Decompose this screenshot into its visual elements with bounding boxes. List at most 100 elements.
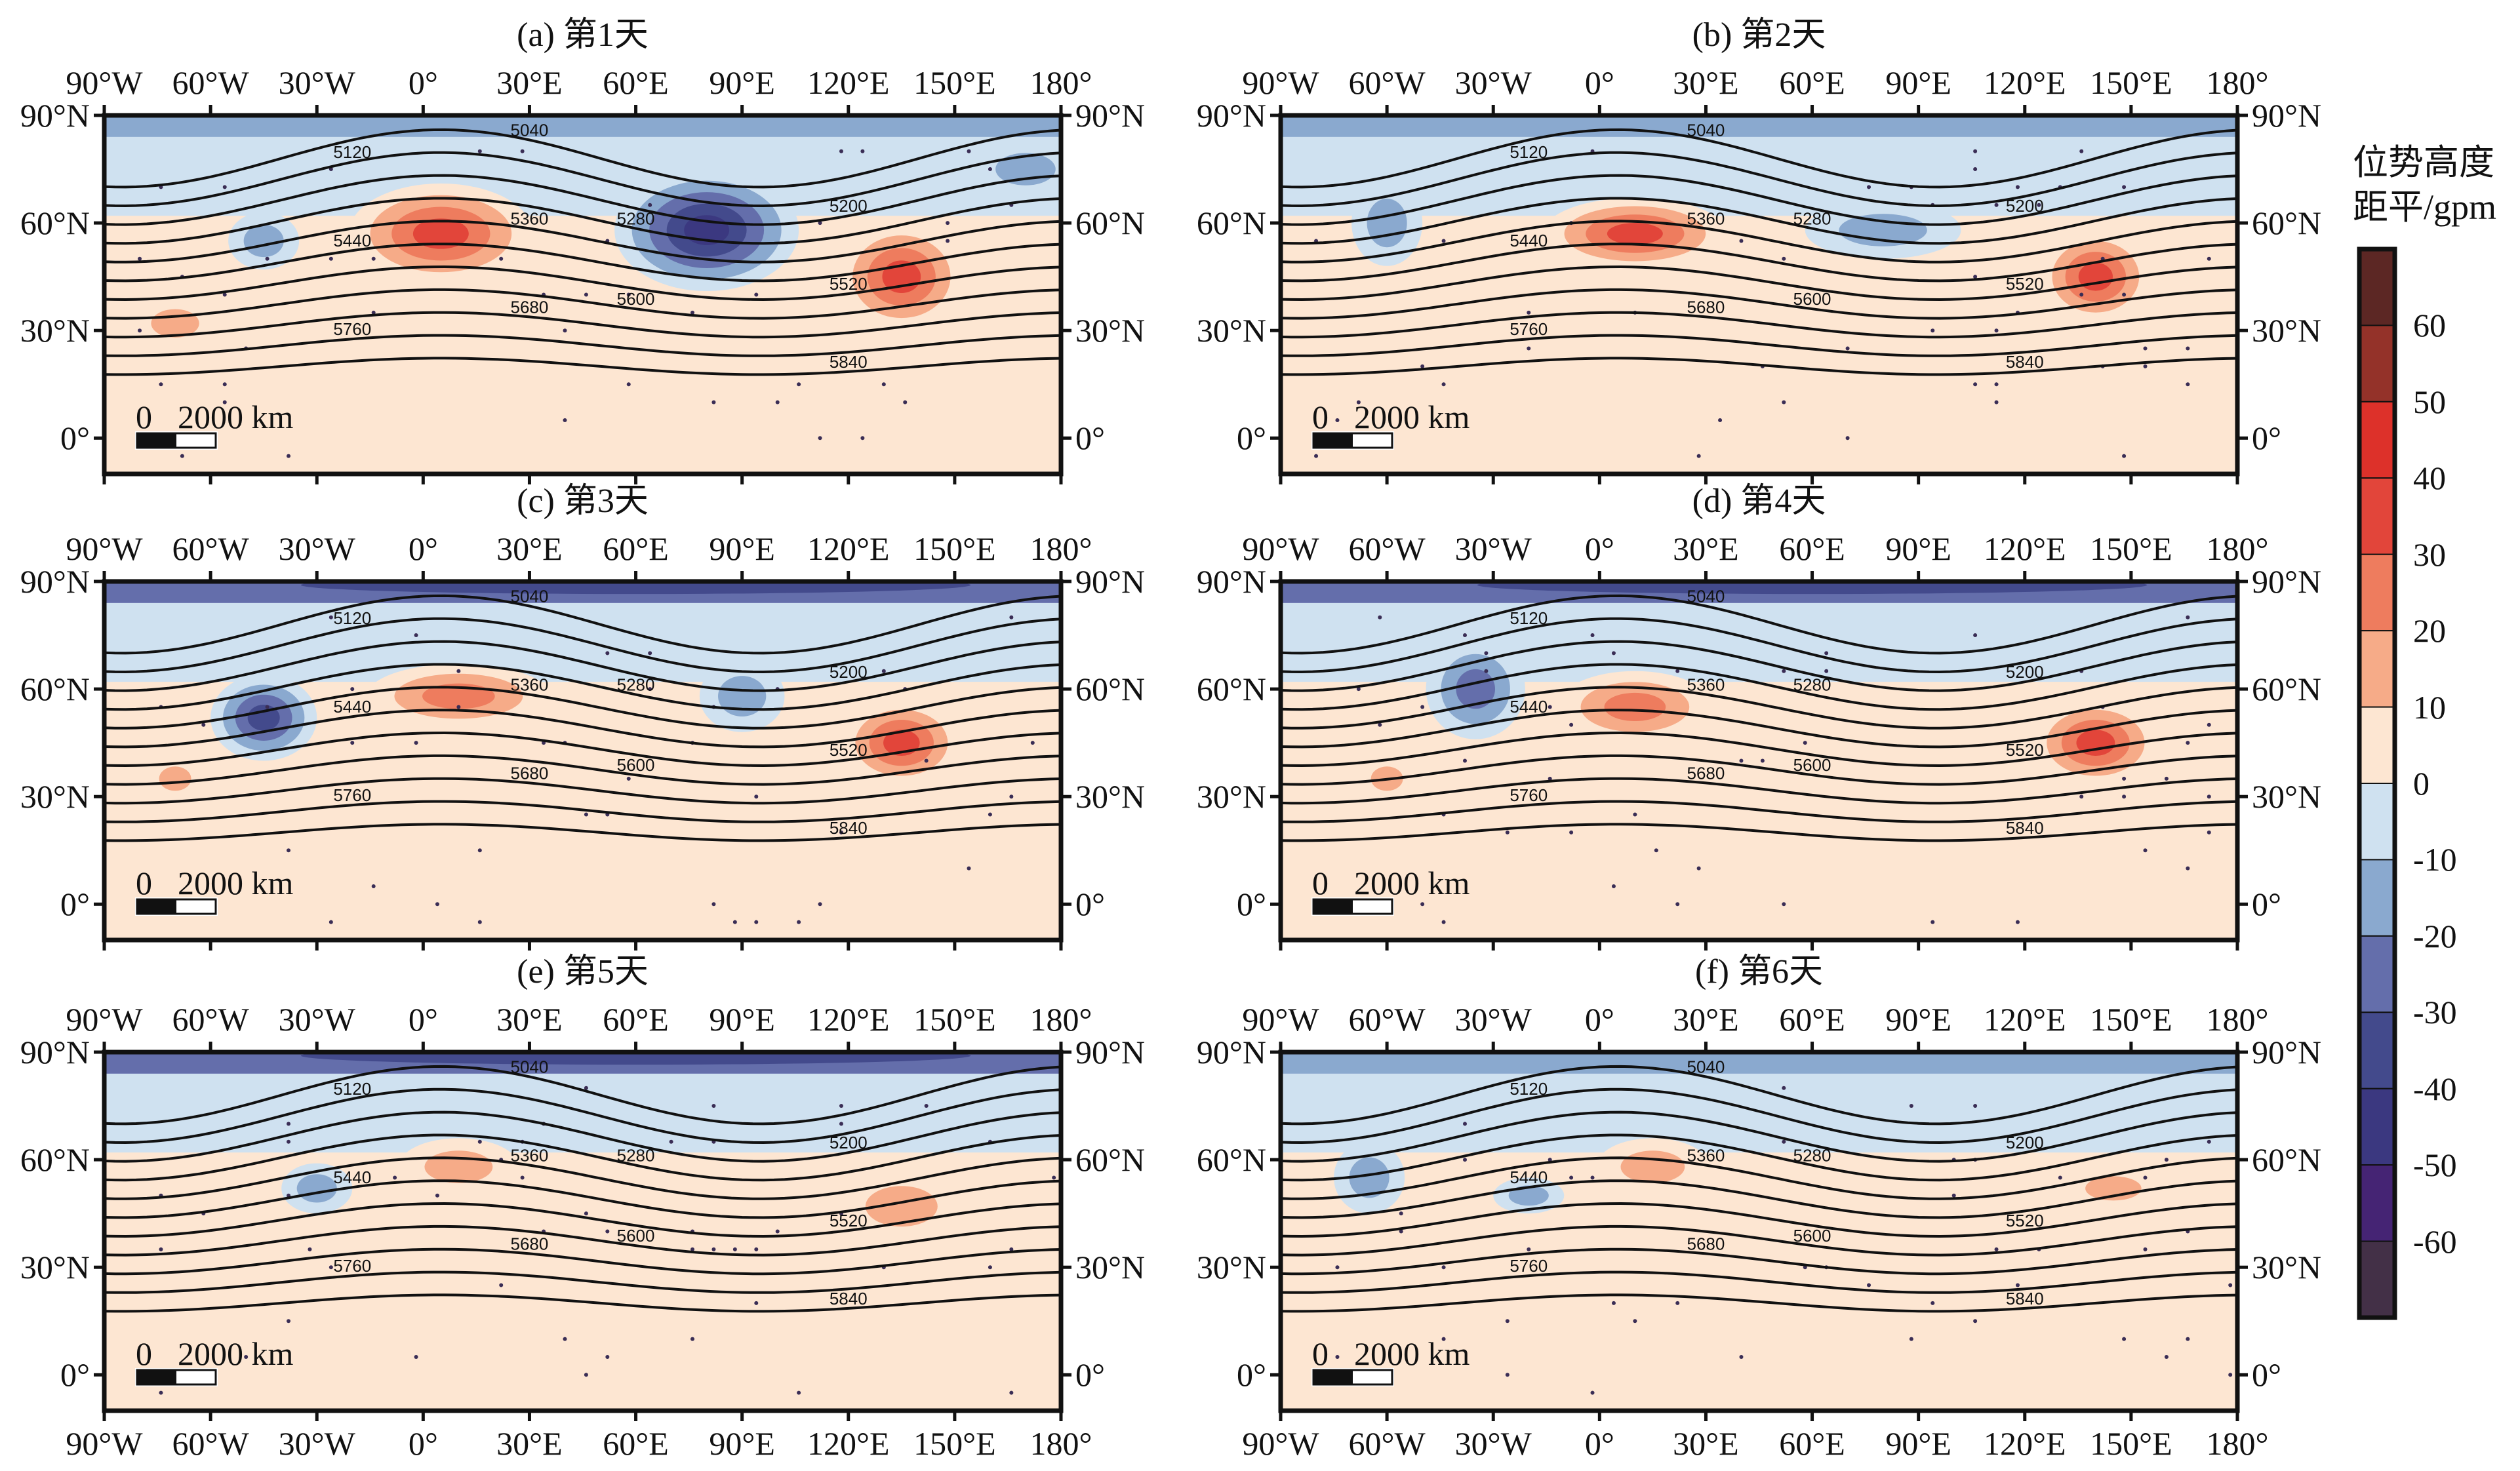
contour-label: 5840 [2006, 352, 2044, 372]
significance-dot [1527, 310, 1531, 315]
lon-tick-label: 90°E [1885, 1001, 1951, 1038]
lat-tick-label: 30°N [1075, 312, 1146, 349]
lon-tick-label: 180° [2206, 1001, 2269, 1038]
lon-tick-label: 30°W [278, 1001, 355, 1038]
significance-dot [1052, 1175, 1056, 1180]
height-contour [104, 1270, 1061, 1294]
map-frame [1278, 579, 2240, 943]
height-contour [104, 686, 1061, 730]
colorbar-title: 位势高度 距平/gpm [2353, 141, 2496, 229]
significance-dot [648, 651, 652, 656]
significance-dot [711, 1104, 716, 1108]
significance-dot [520, 1175, 525, 1180]
contour-label: 5600 [617, 289, 655, 309]
significance-dot [1739, 758, 1744, 763]
significance-dot [584, 1373, 588, 1377]
contour-label: 5680 [511, 1234, 549, 1253]
significance-dot [711, 902, 716, 907]
lon-tick-label: 90°E [1885, 530, 1951, 567]
lon-tick-label: 60°W [1348, 1001, 1426, 1038]
height-contour [1281, 709, 2237, 749]
significance-dot [563, 418, 567, 422]
significance-dot [1335, 418, 1340, 422]
significance-dot [371, 884, 376, 888]
height-contour [1281, 334, 2237, 357]
lat-tick-label: 30°N [1196, 312, 1266, 349]
significance-dot [138, 328, 142, 333]
lat-tick-label: 0° [2252, 886, 2281, 923]
height-contour [1281, 128, 2237, 189]
significance-dot [350, 741, 355, 745]
polar-anomaly [1281, 115, 2237, 137]
contour-label: 5840 [2006, 818, 2044, 838]
lon-tick-label: 90°W [1242, 530, 1319, 567]
lat-tick-label: 60°N [1196, 1141, 1266, 1179]
significance-dot [1845, 346, 1850, 351]
contour-label: 5840 [830, 352, 868, 372]
significance-dot [1782, 669, 1786, 673]
height-contour [1281, 640, 2237, 692]
map-panel: 5040 5120 5200 5280 5360 5440 5520 5600 5680 5760… [104, 1052, 1061, 1411]
significance-dot [1420, 364, 1425, 368]
lat-tick-label: 90°N [1075, 97, 1146, 134]
colorbar-segment [2359, 553, 2395, 632]
significance-dot [2143, 346, 2148, 351]
lon-tick-label: 120°E [1983, 1425, 2066, 1462]
contour-label: 5520 [830, 740, 868, 760]
lat-tick-label: 60°N [1075, 671, 1146, 708]
significance-dot [839, 1122, 843, 1126]
significance-dot [1930, 328, 1935, 333]
lat-tick-label: 90°N [20, 97, 90, 134]
significance-dot [435, 1193, 439, 1198]
contour-label: 5120 [1510, 608, 1548, 628]
lon-tick-label: 150°E [2090, 64, 2172, 101]
lon-tick-label: 90°W [1242, 1425, 1319, 1462]
contour-label: 5040 [511, 587, 549, 606]
lon-tick-label: 60°E [603, 1001, 669, 1038]
lon-tick-label: 180° [1030, 64, 1092, 101]
lon-tick-label: 60°E [1779, 530, 1845, 567]
significance-dot [222, 292, 227, 297]
height-contour [1281, 823, 2237, 842]
colorbar-tick-label: -30 [2413, 994, 2457, 1031]
significance-dot [563, 328, 567, 333]
lon-tick-label: 120°E [1983, 64, 2066, 101]
significance-dot [775, 1229, 780, 1234]
colorbar-segment [2359, 859, 2395, 937]
contour-label: 5760 [333, 1256, 371, 1276]
significance-dot [2143, 1175, 2148, 1180]
significance-dot [477, 848, 482, 853]
lon-tick-label: 60°E [1779, 64, 1845, 101]
anomaly-blob [718, 676, 767, 716]
anomaly-blob [2076, 730, 2115, 756]
significance-dot [1335, 1265, 1340, 1270]
lat-tick-label: 0° [1237, 420, 1266, 457]
scale-bar-frame [136, 432, 217, 449]
scale-bar-distance: 2000 km [178, 1335, 294, 1372]
lon-tick-label: 30°W [1454, 1001, 1532, 1038]
significance-dot [1994, 203, 1999, 207]
height-contour [104, 311, 1061, 339]
height-contour [1281, 197, 2237, 245]
lon-tick-label: 30°W [278, 1425, 355, 1462]
significance-dot [1909, 1104, 1913, 1108]
significance-dot [2164, 776, 2169, 781]
contour-label: 5280 [1793, 675, 1831, 695]
significance-dot [477, 1139, 482, 1144]
anomaly-blob [1367, 198, 1407, 248]
height-contour [104, 243, 1061, 283]
height-contour [104, 1065, 1061, 1126]
contour-label: 5600 [1793, 1226, 1831, 1245]
height-contour [104, 197, 1061, 245]
significance-dot [2079, 149, 2084, 153]
significance-dot [2228, 1373, 2233, 1377]
contour-label: 5040 [1687, 587, 1725, 606]
lon-tick-label: 30°E [496, 64, 563, 101]
significance-dot [648, 203, 652, 207]
height-contour [1281, 1247, 2237, 1276]
significance-dot [1441, 920, 1446, 924]
lat-tick-label: 0° [1237, 1356, 1266, 1394]
contour-label: 5280 [617, 209, 655, 229]
scale-bar-black [137, 433, 176, 448]
colorbar-tick-label: 50 [2413, 383, 2446, 420]
